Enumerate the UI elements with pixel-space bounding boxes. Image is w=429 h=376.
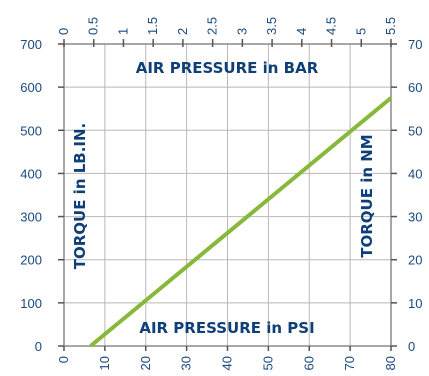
tick-label-lbin-3: 300 bbox=[20, 210, 42, 225]
tick-label-bar-9: 4.5 bbox=[324, 17, 339, 35]
torque-line bbox=[89, 96, 393, 348]
tick-labels: 0 10 20 30 40 50 60 70 80 0 0.5 1 1.5 2 2.5 3 3.5 4 4.5 5 5.… bbox=[20, 17, 422, 371]
tick-label-bar-10: 5 bbox=[353, 28, 368, 35]
tick-label-psi-1: 10 bbox=[97, 356, 112, 370]
tick-label-nm-7: 70 bbox=[408, 37, 422, 52]
tick-label-bar-0: 0 bbox=[56, 28, 71, 35]
grid bbox=[63, 43, 392, 347]
y-axis-title-left: TORQUE in LB.IN. bbox=[71, 123, 89, 270]
tick-label-bar-11: 5.5 bbox=[383, 17, 398, 35]
tick-label-psi-0: 0 bbox=[56, 356, 71, 363]
tick-label-bar-7: 3.5 bbox=[264, 17, 279, 35]
tick-label-nm-6: 60 bbox=[408, 80, 422, 95]
tick-label-lbin-6: 600 bbox=[20, 80, 42, 95]
tick-label-bar-4: 2 bbox=[175, 28, 190, 35]
tick-label-lbin-0: 0 bbox=[35, 339, 42, 354]
tick-label-nm-1: 10 bbox=[408, 296, 422, 311]
tick-label-nm-0: 0 bbox=[408, 339, 415, 354]
tick-label-lbin-2: 200 bbox=[20, 253, 42, 268]
x-axis-title-bottom: AIR PRESSURE in PSI bbox=[139, 319, 314, 337]
tick-label-psi-4: 40 bbox=[220, 356, 235, 370]
tick-label-psi-7: 70 bbox=[342, 356, 357, 370]
tick-label-bar-2: 1 bbox=[115, 28, 130, 35]
tick-label-psi-6: 60 bbox=[301, 356, 316, 370]
tick-label-bar-6: 3 bbox=[234, 28, 249, 35]
ticks bbox=[58, 39, 397, 351]
tick-label-bar-1: 0.5 bbox=[86, 17, 101, 35]
y-axis-title-right: TORQUE in NM bbox=[358, 134, 376, 257]
tick-label-lbin-1: 100 bbox=[20, 296, 42, 311]
x-axis-title-top: AIR PRESSURE in BAR bbox=[136, 59, 319, 77]
tick-label-nm-3: 30 bbox=[408, 210, 422, 225]
tick-label-psi-3: 30 bbox=[179, 356, 194, 370]
tick-label-bar-8: 4 bbox=[294, 28, 309, 35]
tick-label-psi-5: 50 bbox=[260, 356, 275, 370]
tick-label-nm-4: 40 bbox=[408, 166, 422, 181]
tick-label-lbin-5: 500 bbox=[20, 123, 42, 138]
tick-label-bar-3: 1.5 bbox=[145, 17, 160, 35]
tick-label-lbin-4: 400 bbox=[20, 166, 42, 181]
tick-label-psi-2: 20 bbox=[138, 356, 153, 370]
tick-label-nm-5: 50 bbox=[408, 123, 422, 138]
tick-label-nm-2: 20 bbox=[408, 253, 422, 268]
tick-label-psi-8: 80 bbox=[383, 356, 398, 370]
tick-label-bar-5: 2.5 bbox=[205, 17, 220, 35]
tick-label-lbin-7: 700 bbox=[20, 37, 42, 52]
